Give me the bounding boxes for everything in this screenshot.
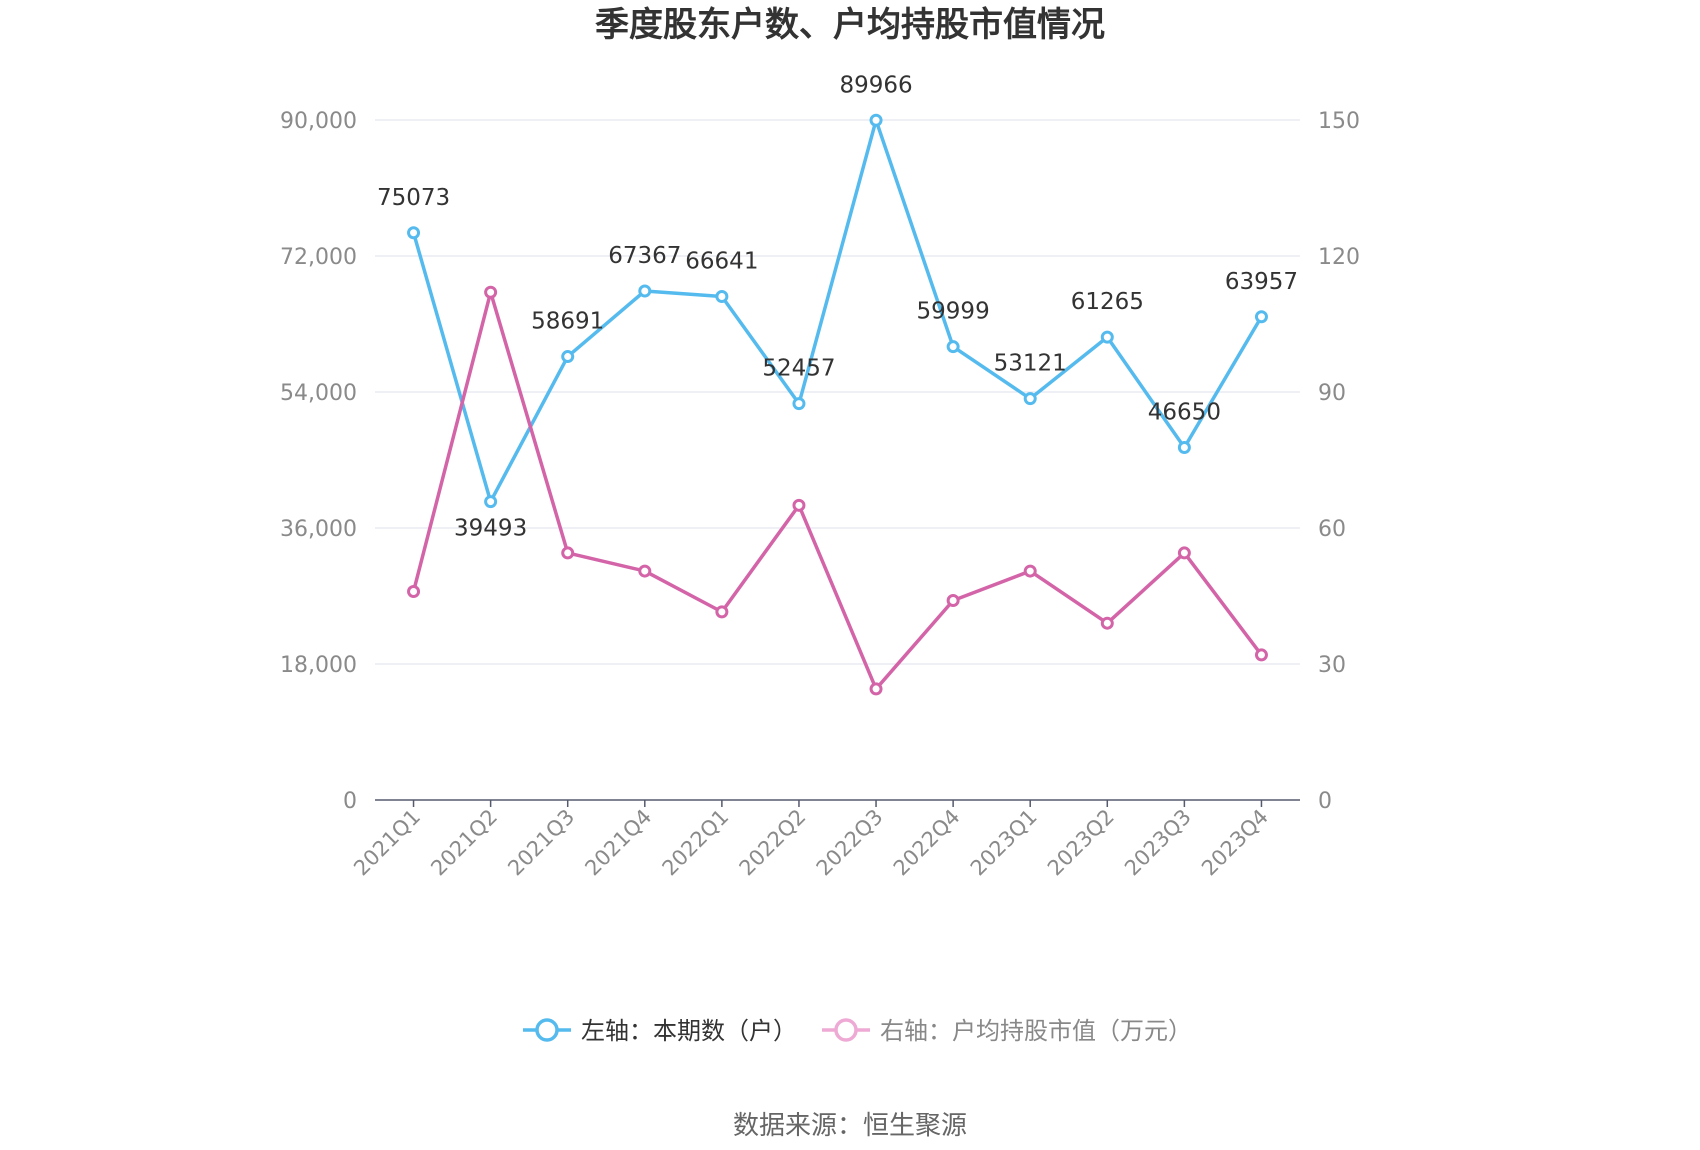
x-tick-label: 2023Q3 xyxy=(1120,805,1196,881)
series-1-point xyxy=(1023,392,1037,406)
series-1-point xyxy=(869,113,883,127)
series-2-point xyxy=(484,285,498,299)
y-left-tick-label: 90,000 xyxy=(280,109,357,134)
series-layer xyxy=(407,113,1268,696)
x-tick-label: 2022Q4 xyxy=(889,805,965,881)
series-1-point xyxy=(638,284,652,298)
y-left-tick-label: 0 xyxy=(343,789,357,814)
series-2-point xyxy=(869,682,883,696)
data-label: 89966 xyxy=(839,72,912,98)
y-left-tick-label: 18,000 xyxy=(280,653,357,678)
series-2-point xyxy=(1023,564,1037,578)
data-label: 61265 xyxy=(1071,289,1144,315)
series-2-point xyxy=(946,594,960,608)
y-right-tick-label: 0 xyxy=(1318,789,1332,814)
x-tick-label: 2023Q1 xyxy=(966,805,1042,881)
legend-swatch-marker-2 xyxy=(834,1018,858,1042)
y-left-tick-label: 54,000 xyxy=(280,381,357,406)
data-label: 66641 xyxy=(685,248,758,274)
y-axis-right: 0 30 60 90 120 150 xyxy=(1318,109,1360,814)
x-tick-label: 2021Q3 xyxy=(503,805,579,881)
series-2-point xyxy=(561,546,575,560)
series-2-point xyxy=(1100,616,1114,630)
y-right-tick-label: 30 xyxy=(1318,653,1346,678)
series-1-point xyxy=(1177,441,1191,455)
chart-title: 季度股东户数、户均持股市值情况 xyxy=(595,5,1105,45)
data-label: 75073 xyxy=(377,185,450,211)
y-right-tick-label: 120 xyxy=(1318,245,1360,270)
x-tick-label: 2021Q2 xyxy=(426,805,502,881)
series-1-point xyxy=(946,340,960,354)
series-1-point xyxy=(792,397,806,411)
data-label: 63957 xyxy=(1225,269,1298,295)
x-tick-label: 2022Q2 xyxy=(735,805,811,881)
data-label: 59999 xyxy=(917,299,990,325)
y-axis-left: 0 18,000 36,000 54,000 72,000 90,000 xyxy=(280,109,357,814)
series-1-point xyxy=(1254,310,1268,324)
data-label: 46650 xyxy=(1148,400,1221,426)
series-line-1 xyxy=(411,118,1263,504)
x-tick-label: 2022Q1 xyxy=(658,805,734,881)
data-label: 58691 xyxy=(531,309,604,335)
legend[interactable]: 左轴：本期数（户） 右轴：户均持股市值（万元） xyxy=(523,1017,1192,1045)
legend-swatch-marker-1 xyxy=(535,1018,559,1042)
y-left-tick-label: 72,000 xyxy=(280,245,357,270)
data-label: 52457 xyxy=(762,356,835,382)
y-right-tick-label: 60 xyxy=(1318,517,1346,542)
data-label: 53121 xyxy=(994,351,1067,377)
series-2-point xyxy=(1254,648,1268,662)
legend-label-2: 右轴：户均持股市值（万元） xyxy=(880,1017,1192,1045)
y-left-tick-label: 36,000 xyxy=(280,517,357,542)
y-right-tick-label: 150 xyxy=(1318,109,1360,134)
series-1-point xyxy=(1100,330,1114,344)
series-1-point xyxy=(715,289,729,303)
data-labels: 75073 39493 58691 67367 66641 52457 89966 59999… xyxy=(377,72,1298,541)
series-2-point xyxy=(1177,546,1191,560)
series-1-point xyxy=(484,495,498,509)
x-tick-label: 2023Q4 xyxy=(1197,805,1273,881)
x-tick-label: 2023Q2 xyxy=(1043,805,1119,881)
series-line-2 xyxy=(411,290,1263,691)
legend-label-1: 左轴：本期数（户） xyxy=(581,1017,797,1045)
source-note: 数据来源：恒生聚源 xyxy=(733,1111,967,1141)
x-axis: 2021Q1 2021Q2 2021Q3 2021Q4 2022Q1 2022Q2 2022… xyxy=(349,799,1300,881)
data-label: 39493 xyxy=(454,516,527,542)
grid-lines xyxy=(375,119,1300,665)
series-2-point xyxy=(638,564,652,578)
series-2-point xyxy=(407,584,421,598)
data-label: 67367 xyxy=(608,243,681,269)
x-tick-label: 2021Q4 xyxy=(580,805,656,881)
series-2-point xyxy=(715,605,729,619)
x-tick-label: 2022Q3 xyxy=(812,805,888,881)
x-tick-label: 2021Q1 xyxy=(349,805,425,881)
series-2-point xyxy=(792,498,806,512)
series-1-point xyxy=(407,226,421,240)
series-1-point xyxy=(561,350,575,364)
y-right-tick-label: 90 xyxy=(1318,381,1346,406)
